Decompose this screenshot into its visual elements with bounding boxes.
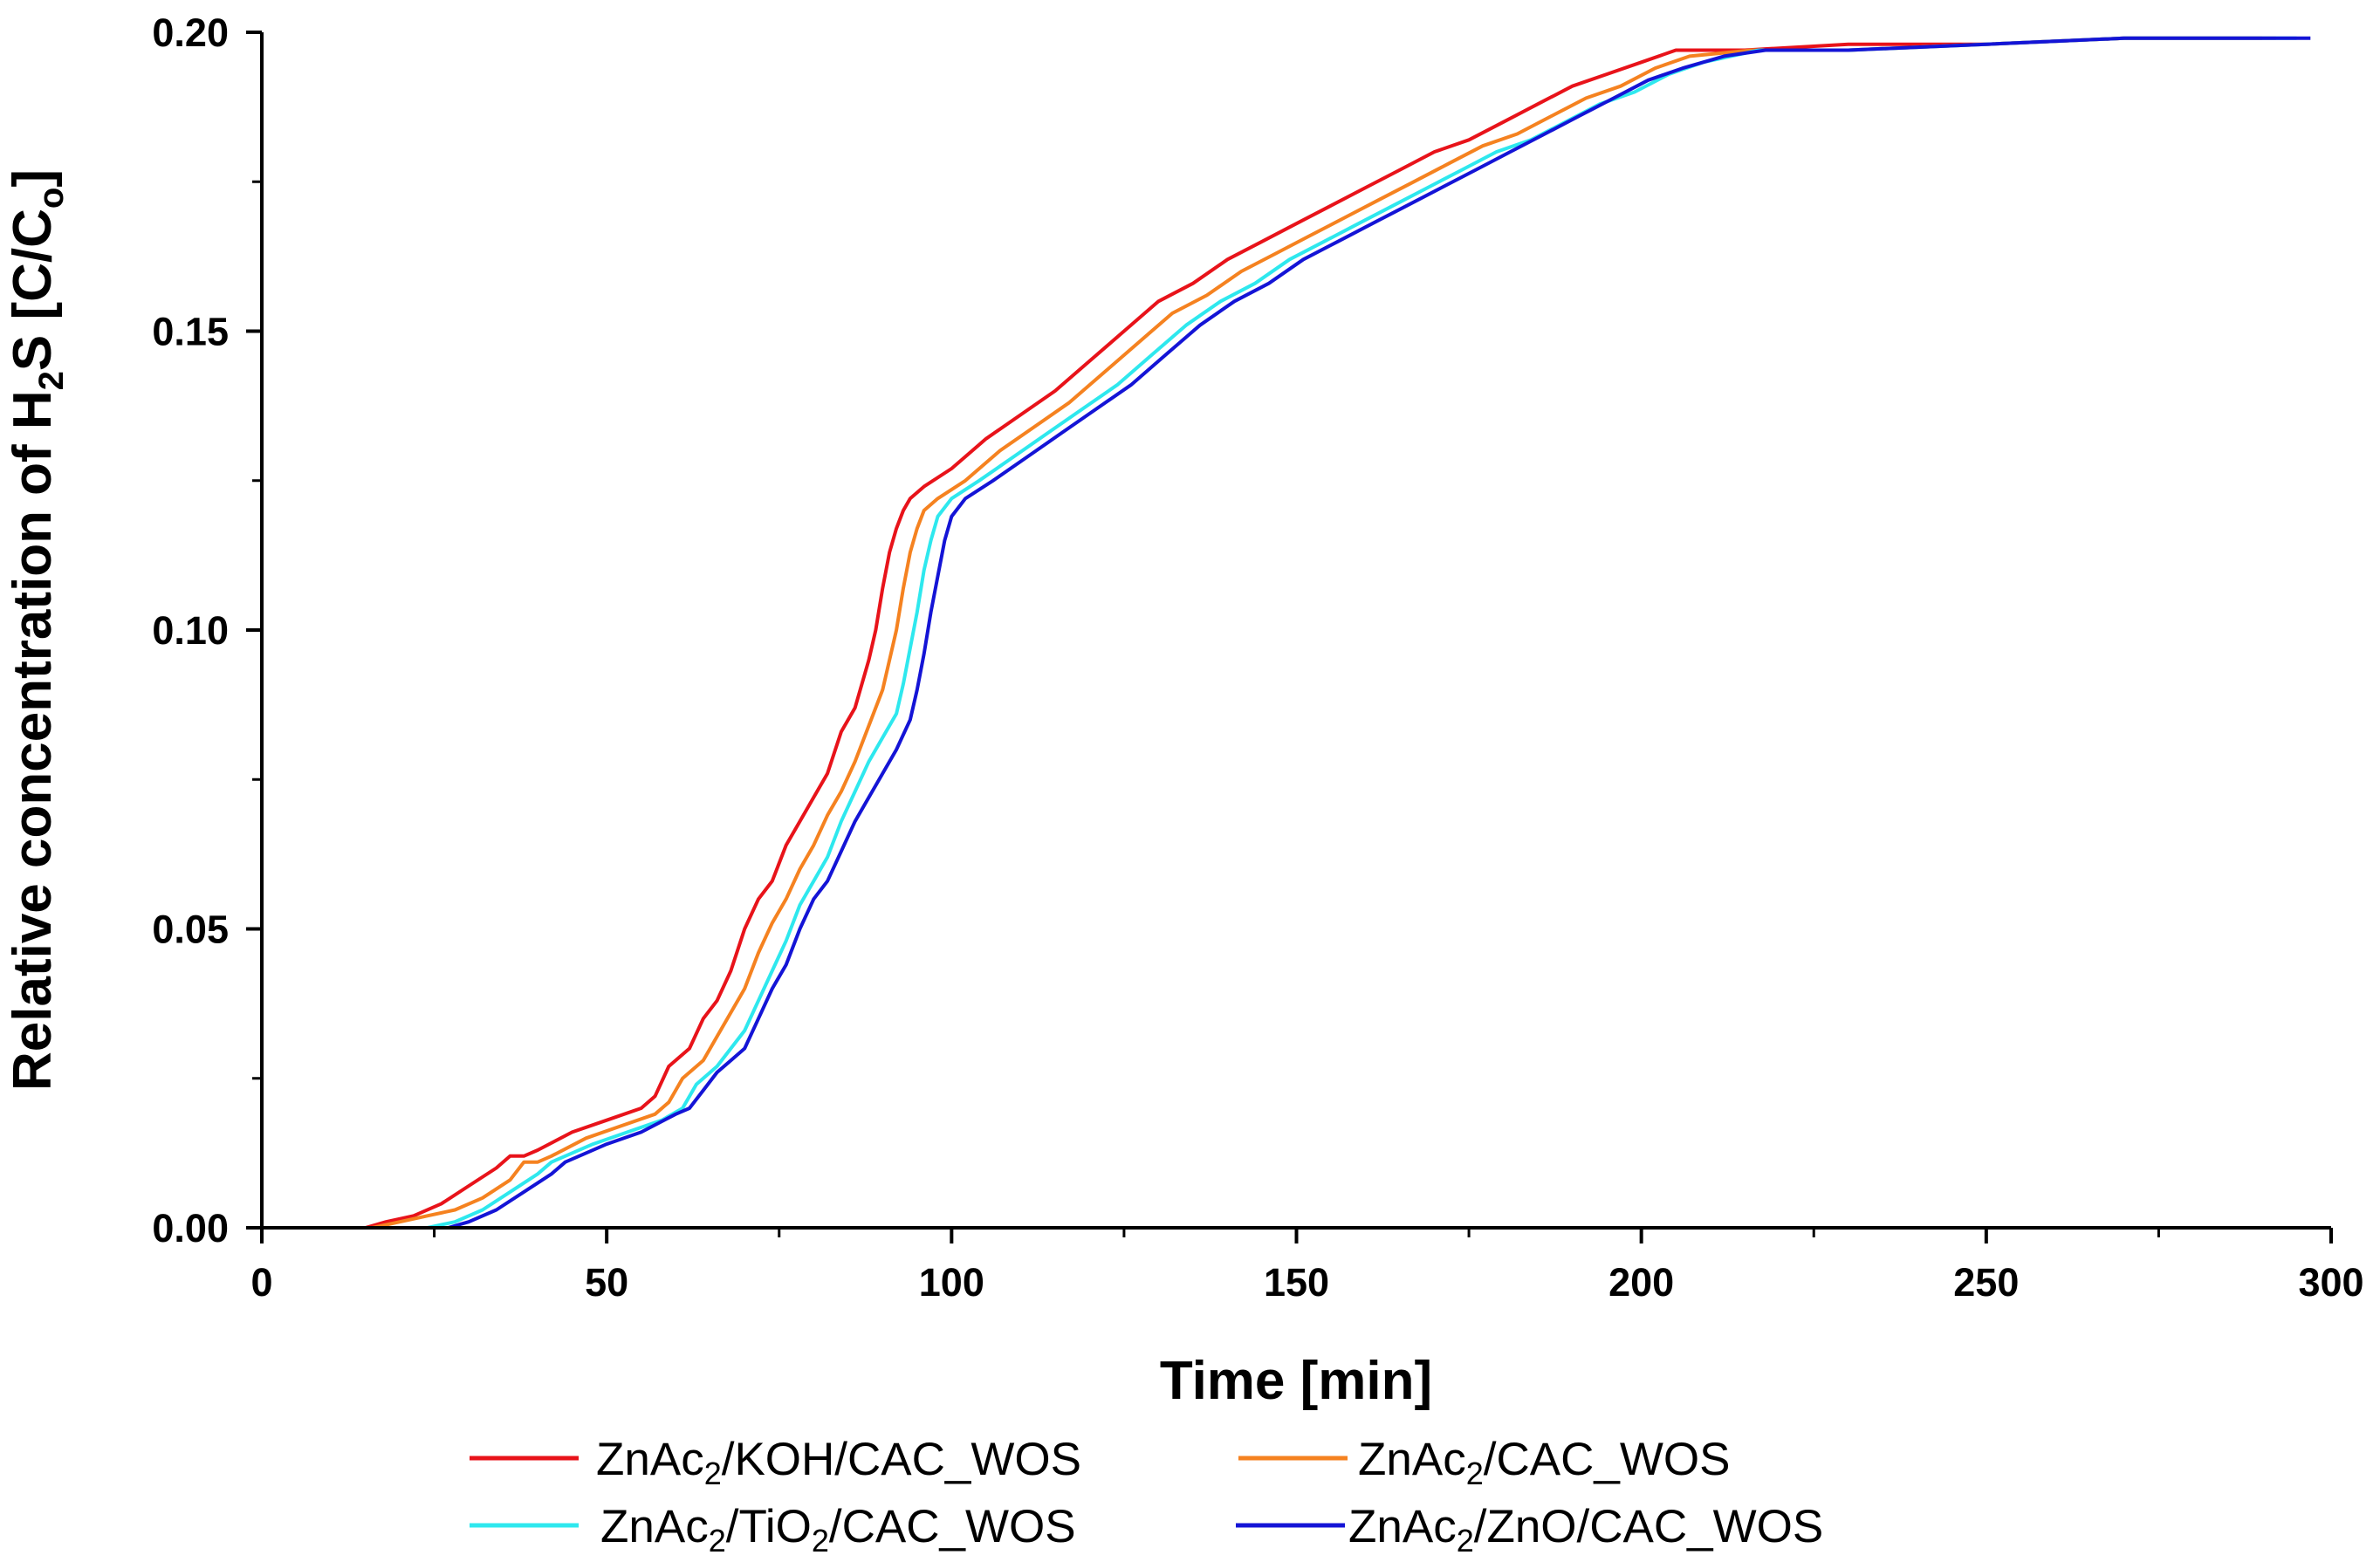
legend-label-zn-koh-sub: 2 [704,1456,722,1491]
y-axis-title-text-3: ] [3,169,63,188]
legend-label-zn-cac-b: /CAC_WOS [1484,1434,1731,1485]
series-line-2 [262,36,2297,1230]
series-line-3 [262,36,2311,1230]
legend-label-zn-koh-a: ZnAc [596,1434,704,1485]
legend-label-zn-tio2-sub2: 2 [812,1523,829,1559]
legend-label-zn-tio2-sub1: 2 [709,1523,726,1559]
y-tick-label: 0.10 [152,608,229,653]
series-line-0 [262,36,2262,1230]
series-line-1 [262,36,2276,1230]
x-tick-label: 200 [1608,1260,1674,1305]
legend-label-zn-koh-b: /KOH/CAC_WOS [722,1434,1081,1485]
legend-label-zn-cac-a: ZnAc [1358,1434,1466,1485]
y-tick-label: 0.00 [152,1206,229,1250]
legend-label-zn-zno-a: ZnAc [1348,1501,1457,1552]
legend: ZnAc2/KOH/CAC_WOS ZnAc2/CAC_WOS ZnAc2/Ti… [470,1434,1823,1559]
series-lines [262,36,2311,1230]
legend-label-zn-tio2: ZnAc2/TiO2/CAC_WOS [600,1501,1076,1559]
y-tick-label: 0.20 [152,10,229,55]
axes [260,32,2331,1230]
y-ticks: 0.00 0.05 0.10 0.15 0.20 [152,10,262,1250]
x-tick-label: 0 [250,1260,272,1305]
y-axis-title-text-1: Relative concentration of H [3,390,63,1091]
legend-label-zn-tio2-b: /TiO [726,1501,812,1552]
x-tick-label: 150 [1264,1260,1329,1305]
legend-label-zn-zno-b: /ZnO/CAC_WOS [1474,1501,1824,1552]
y-axis-title: Relative concentration of H2S [C/Co] [3,169,71,1091]
y-axis-title-text-2: S [C/C [3,209,63,371]
x-tick-label: 250 [1953,1260,2019,1305]
legend-label-zn-tio2-c: /CAC_WOS [829,1501,1076,1552]
y-tick-label: 0.05 [152,908,229,952]
legend-label-zn-koh: ZnAc2/KOH/CAC_WOS [596,1434,1081,1491]
legend-label-zn-tio2-a: ZnAc [600,1501,709,1552]
x-axis-title: Time [min] [1160,1351,1432,1411]
y-axis-title-sub-2: o [32,188,71,209]
x-tick-label: 300 [2298,1260,2363,1305]
y-tick-label: 0.15 [152,310,229,354]
x-ticks: 0 50 100 150 200 250 300 [250,1228,2364,1305]
legend-label-zn-zno-sub: 2 [1457,1523,1474,1559]
legend-label-zn-cac: ZnAc2/CAC_WOS [1358,1434,1730,1491]
x-tick-label: 100 [919,1260,984,1305]
legend-label-zn-zno: ZnAc2/ZnO/CAC_WOS [1348,1501,1823,1559]
x-tick-label: 50 [585,1260,628,1305]
legend-label-zn-cac-sub: 2 [1466,1456,1484,1491]
y-axis-title-sub-1: 2 [32,371,71,390]
